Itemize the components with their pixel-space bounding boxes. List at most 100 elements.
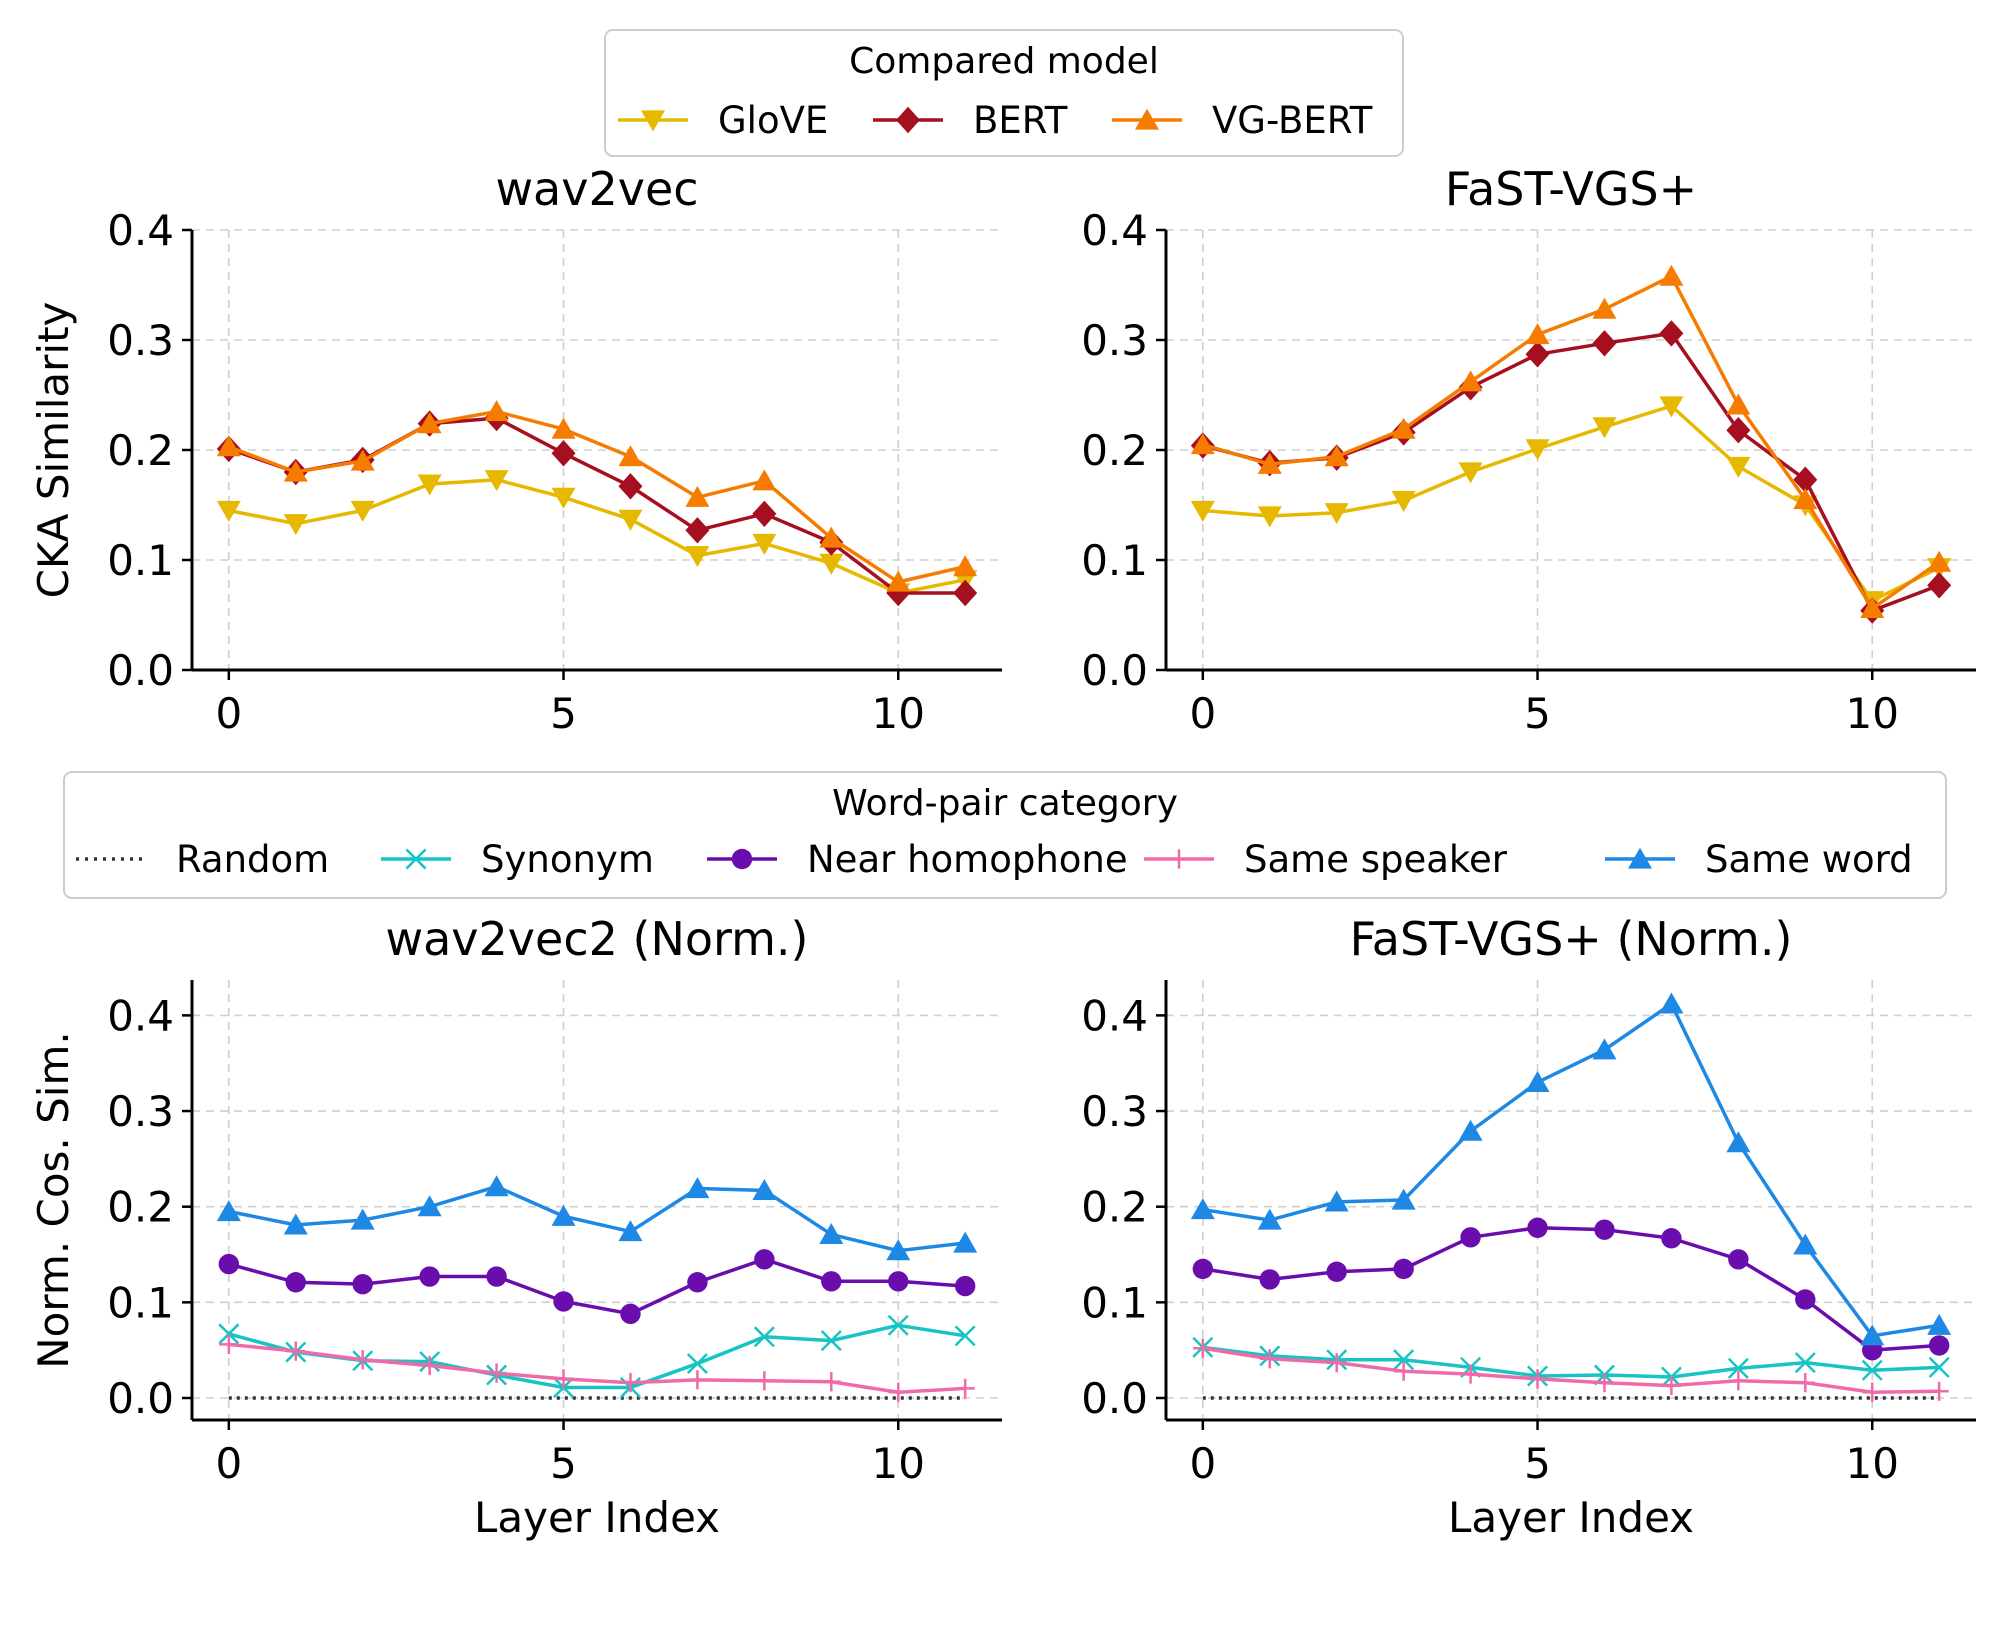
data-point-same-speaker <box>553 1369 574 1389</box>
data-point-same-speaker <box>1193 1338 1213 1358</box>
x-axis-label: Layer Index <box>474 1493 720 1542</box>
y-tick-label: 0.4 <box>107 991 174 1040</box>
data-point-same-speaker <box>1929 1381 1949 1401</box>
data-point-near-homophone <box>553 1291 574 1312</box>
data-point-near-homophone <box>486 1266 507 1287</box>
y-axis-label: Norm. Cos. Sim. <box>29 1031 78 1368</box>
panel-title: wav2vec <box>495 162 698 216</box>
data-point-bert <box>551 440 576 467</box>
legend-entry-bert: BERT <box>873 99 1068 142</box>
legend-entry-random: Random <box>76 838 329 881</box>
data-point-glove <box>1592 417 1617 439</box>
legend-label: Random <box>176 838 329 881</box>
data-point-vg-bert <box>283 460 308 482</box>
data-point-synonym <box>887 1314 909 1336</box>
legend-title-word-pair-category: Word-pair category <box>832 783 1178 824</box>
data-point-bert <box>685 517 710 544</box>
data-point-same-word <box>350 1208 375 1230</box>
data-point-synonym <box>1794 1352 1816 1374</box>
data-point-synonym <box>820 1330 842 1352</box>
data-point-glove <box>1324 503 1349 525</box>
legend-marker-synonym <box>405 848 427 870</box>
data-point-same-speaker <box>888 1382 908 1402</box>
y-tick-label: 0.2 <box>107 426 174 475</box>
data-point-near-homophone <box>1460 1227 1481 1248</box>
y-tick-label: 0.1 <box>107 536 174 585</box>
data-point-vg-bert <box>484 400 509 422</box>
data-point-vg-bert <box>551 417 576 439</box>
legend-entry-same-speaker: Same speaker <box>1144 838 1508 881</box>
legend-label: Same speaker <box>1244 838 1508 881</box>
grid <box>1166 980 1976 1420</box>
data-point-bert <box>1726 417 1751 444</box>
x-tick-label: 5 <box>1524 689 1551 738</box>
data-point-same-word <box>1860 1324 1885 1346</box>
chart-fast-vgs-norm: FaST-VGS+ (Norm.) 0.0 0.1 0.2 0.3 0.4 0 5 10 Laye… <box>1081 912 1976 1542</box>
series-line-glove <box>228 477 966 595</box>
legend-marker-vg-bert <box>1135 108 1159 130</box>
data-point-same-speaker <box>754 1371 774 1391</box>
data-point-same-speaker <box>353 1350 373 1370</box>
x-tick-label: 0 <box>215 689 242 738</box>
data-point-same-word <box>1726 1131 1751 1153</box>
series-line-synonym <box>1202 1345 1940 1379</box>
legend-marker-near-homophone <box>731 848 753 870</box>
y-tick-label: 0.3 <box>107 316 174 365</box>
series-near-homophone <box>218 1249 976 1325</box>
x-tick-label: 0 <box>1189 689 1216 738</box>
data-point-glove <box>819 553 844 575</box>
legend-marker-bert <box>896 106 920 134</box>
y-tick-label: 0.4 <box>1081 991 1148 1040</box>
data-point-same-word <box>1391 1188 1416 1210</box>
legend-word-pair-category: Word-pair category Random Synonym Near hom… <box>63 771 1947 899</box>
data-point-same-speaker <box>420 1355 440 1376</box>
data-point-near-homophone <box>1326 1261 1347 1282</box>
data-point-near-homophone <box>687 1272 708 1293</box>
x-tick-label: 10 <box>872 1439 925 1488</box>
data-point-same-speaker <box>821 1372 841 1392</box>
data-point-same-speaker <box>286 1341 306 1361</box>
y-tick-label: 0.0 <box>107 646 174 695</box>
series-same-speaker <box>1193 1338 1949 1402</box>
data-point-near-homophone <box>419 1266 440 1287</box>
data-point-vg-bert <box>886 570 911 592</box>
data-point-glove <box>350 500 375 522</box>
data-point-vg-bert <box>953 555 978 577</box>
data-point-same-speaker <box>687 1370 708 1390</box>
legend-label: Synonym <box>481 838 654 881</box>
data-point-near-homophone <box>285 1272 306 1293</box>
data-point-same-word <box>551 1204 576 1226</box>
data-point-near-homophone <box>821 1271 842 1292</box>
legend-label: Near homophone <box>807 838 1128 881</box>
data-point-same-speaker <box>620 1373 641 1393</box>
data-point-glove <box>1659 396 1684 418</box>
data-point-glove <box>551 487 576 509</box>
data-point-glove <box>484 470 509 492</box>
y-tick-label: 0.0 <box>1081 1374 1148 1423</box>
data-point-glove <box>216 500 241 522</box>
data-point-synonym <box>1727 1357 1749 1379</box>
y-tick-label: 0.1 <box>107 1278 174 1327</box>
panel-title: FaST-VGS+ <box>1445 162 1697 216</box>
y-tick-label: 0.4 <box>1081 206 1148 255</box>
legend-title-compared-model: Compared model <box>849 41 1159 82</box>
data-point-bert <box>752 500 777 527</box>
y-tick-label: 0.4 <box>107 206 174 255</box>
x-axis-label: Layer Index <box>1448 1493 1694 1542</box>
legend-entry-glove: GloVE <box>618 99 828 142</box>
data-point-glove <box>752 533 777 555</box>
data-point-near-homophone <box>754 1249 775 1270</box>
legend-entry-near-homophone: Near homophone <box>707 838 1128 881</box>
data-point-same-speaker <box>486 1363 507 1383</box>
data-point-same-speaker <box>219 1334 239 1355</box>
y-tick-label: 0.1 <box>1081 1278 1148 1327</box>
legend-entry-same-word: Same word <box>1605 838 1913 881</box>
data-point-near-homophone <box>1259 1269 1280 1290</box>
data-point-same-word <box>1659 992 1684 1014</box>
legend-compared-model: Compared model GloVE BERT VG-BERT <box>604 29 1404 157</box>
series-vg-bert <box>216 400 978 592</box>
data-point-same-speaker <box>1327 1353 1347 1373</box>
data-point-same-word <box>1257 1208 1282 1230</box>
data-point-near-homophone <box>1594 1219 1615 1240</box>
data-point-same-speaker <box>1260 1349 1280 1369</box>
